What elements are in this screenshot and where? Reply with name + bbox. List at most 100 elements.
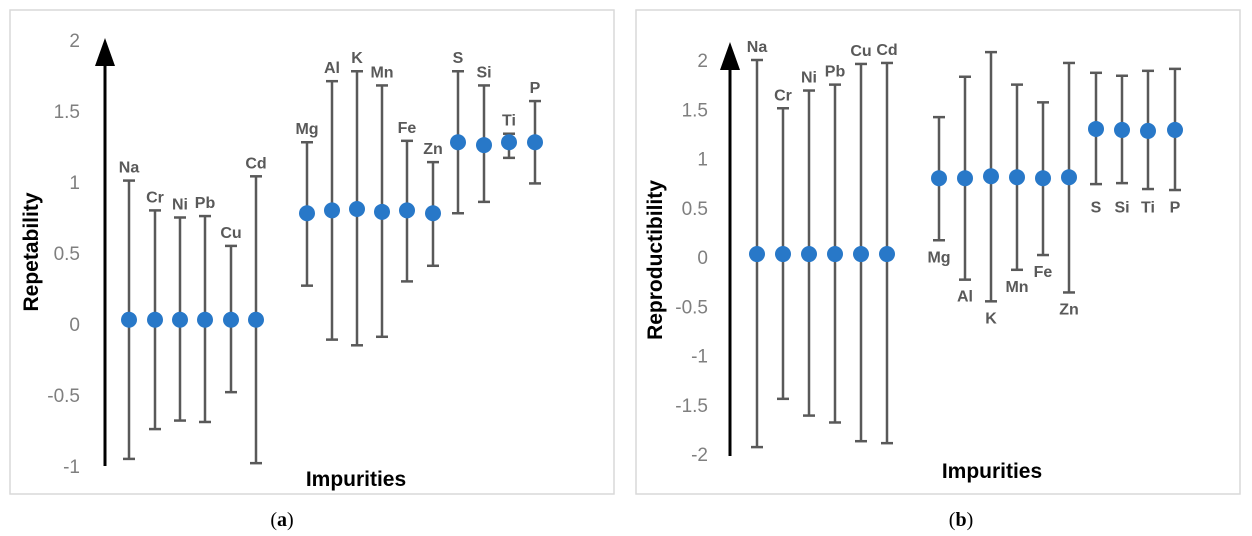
data-point-pb: Pb (195, 195, 216, 424)
marker (147, 311, 163, 328)
y-tick-label: 1.5 (682, 100, 708, 121)
marker (425, 205, 441, 222)
y-tick-label: 0 (69, 315, 80, 336)
element-label: Mg (927, 249, 950, 266)
element-label: Al (957, 289, 973, 306)
marker (1114, 121, 1130, 138)
element-label: Na (747, 39, 768, 56)
data-point-ti: Ti (1140, 69, 1156, 217)
data-point-k: K (983, 50, 999, 327)
element-label: Cd (876, 42, 897, 59)
data-point-fe: Fe (1034, 101, 1053, 281)
x-axis-label: Impurities (306, 468, 406, 491)
data-point-mn: Mn (1005, 83, 1029, 296)
element-label: Pb (825, 64, 846, 81)
marker (1061, 169, 1077, 186)
figure-caption: (a) (270, 509, 293, 531)
data-point-cu: Cu (220, 225, 242, 394)
marker (349, 200, 365, 217)
element-label: Zn (423, 141, 443, 158)
y-tick-label: -0.5 (675, 297, 708, 318)
data-point-p: P (1167, 67, 1183, 217)
marker (399, 202, 415, 219)
data-point-ni: Ni (801, 70, 817, 417)
data-point-ni: Ni (172, 197, 188, 422)
y-tick-label: 0.5 (682, 199, 708, 220)
data-point-zn: Zn (1059, 61, 1079, 318)
marker (324, 202, 340, 219)
element-label: Si (476, 64, 491, 81)
data-point-cu: Cu (850, 43, 872, 443)
element-label: Ti (502, 113, 516, 130)
data-point-na: Na (119, 160, 139, 461)
element-label: Ni (172, 197, 188, 214)
y-tick-label: -1.5 (675, 396, 708, 417)
data-point-mg: Mg (927, 115, 951, 266)
element-label: Zn (1059, 301, 1079, 318)
data-point-na: Na (747, 39, 768, 449)
y-axis-label: Reproductibility (644, 180, 667, 340)
data-point-cr: Cr (774, 87, 792, 401)
element-label: Mg (295, 121, 318, 138)
element-label: Fe (398, 120, 417, 137)
marker (749, 246, 765, 263)
figure-caption: (b) (949, 509, 973, 531)
element-label: Mn (1005, 279, 1028, 296)
marker (1035, 170, 1051, 187)
element-label: K (351, 50, 363, 67)
x-axis-label: Impurities (942, 460, 1042, 483)
y-tick-label: -2 (691, 445, 708, 466)
data-point-k: K (349, 50, 365, 347)
y-tick-label: 2 (69, 31, 80, 52)
y-axis-label: Repetability (20, 192, 43, 311)
marker (983, 168, 999, 185)
element-label: Ni (801, 70, 817, 87)
chart-svg-a: -1-0.500.511.52 Repetability Impurities … (9, 9, 615, 531)
y-tick-label: 0.5 (54, 244, 80, 265)
data-point-si: Si (1114, 74, 1130, 217)
element-label: Cr (774, 87, 792, 104)
data-point-cd: Cd (245, 155, 267, 465)
marker (827, 246, 843, 263)
marker (248, 311, 264, 328)
marker (197, 311, 213, 328)
marker (223, 311, 239, 328)
marker (879, 246, 895, 263)
y-axis (95, 38, 115, 466)
y-tick-label: 1 (69, 173, 80, 194)
element-label: S (453, 50, 464, 67)
element-label: P (1170, 200, 1181, 217)
element-label: Pb (195, 195, 216, 212)
marker (1167, 121, 1183, 138)
element-label: Cd (245, 155, 266, 172)
data-point-ti: Ti (501, 113, 517, 160)
data-point-al: Al (324, 60, 340, 341)
y-tick-label: -1 (63, 457, 80, 478)
element-label: Fe (1034, 264, 1053, 281)
y-axis (720, 42, 740, 456)
data-point-zn: Zn (423, 141, 443, 268)
y-tick-label: 1 (697, 150, 708, 171)
y-tick-label: 0 (697, 248, 708, 269)
data-point-s: S (1088, 71, 1104, 217)
chart-panel-a: -1 -0.5 0 0.5 1 1.5 2 Repetability Impurities … (9, 9, 615, 531)
marker (1009, 169, 1025, 186)
marker (501, 134, 517, 151)
marker (1140, 122, 1156, 139)
marker (775, 246, 791, 263)
element-label: Cu (220, 225, 241, 242)
marker (957, 170, 973, 187)
y-tick-label: -1 (691, 347, 708, 368)
element-label: Al (324, 60, 340, 77)
data-point-al: Al (957, 75, 973, 306)
marker (853, 246, 869, 263)
element-label: P (530, 80, 541, 97)
marker (476, 137, 492, 154)
y-tick-label: 1.5 (54, 102, 80, 123)
marker (299, 205, 315, 222)
marker (931, 170, 947, 187)
y-ticks: -1 -0.5 0 0.5 1 1.5 2 (47, 31, 80, 478)
y-tick-label: -0.5 (47, 386, 80, 407)
